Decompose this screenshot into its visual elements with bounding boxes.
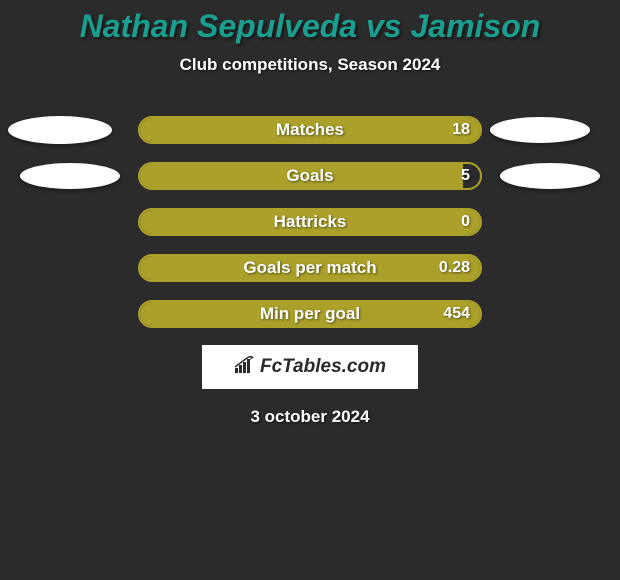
stat-row: Goals per match0.28 bbox=[0, 253, 620, 283]
stat-bar: Matches18 bbox=[138, 116, 482, 144]
stat-value: 5 bbox=[461, 164, 470, 188]
logo-box: FcTables.com bbox=[202, 345, 418, 389]
logo-text: FcTables.com bbox=[260, 356, 386, 378]
decorative-ellipse bbox=[8, 116, 112, 144]
stat-label: Goals bbox=[140, 164, 480, 188]
decorative-ellipse bbox=[490, 117, 590, 143]
page-title: Nathan Sepulveda vs Jamison bbox=[0, 0, 620, 45]
stat-bar: Goals5 bbox=[138, 162, 482, 190]
decorative-ellipse bbox=[500, 163, 600, 189]
footer-date: 3 october 2024 bbox=[0, 407, 620, 427]
stat-bar: Goals per match0.28 bbox=[138, 254, 482, 282]
stat-label: Matches bbox=[140, 118, 480, 142]
stat-bar: Min per goal454 bbox=[138, 300, 482, 328]
stat-value: 454 bbox=[443, 302, 470, 326]
stat-value: 0 bbox=[461, 210, 470, 234]
stat-row: Matches18 bbox=[0, 115, 620, 145]
stat-label: Min per goal bbox=[140, 302, 480, 326]
stat-value: 18 bbox=[452, 118, 470, 142]
page-subtitle: Club competitions, Season 2024 bbox=[0, 55, 620, 75]
stat-bar: Hattricks0 bbox=[138, 208, 482, 236]
stat-row: Hattricks0 bbox=[0, 207, 620, 237]
stat-row: Goals5 bbox=[0, 161, 620, 191]
chart-icon bbox=[234, 356, 256, 379]
stat-value: 0.28 bbox=[439, 256, 470, 280]
comparison-chart: Matches18 Goals5 Hattricks0 Goals per match… bbox=[0, 115, 620, 329]
stat-row: Min per goal454 bbox=[0, 299, 620, 329]
stat-label: Goals per match bbox=[140, 256, 480, 280]
decorative-ellipse bbox=[20, 163, 120, 189]
stat-label: Hattricks bbox=[140, 210, 480, 234]
